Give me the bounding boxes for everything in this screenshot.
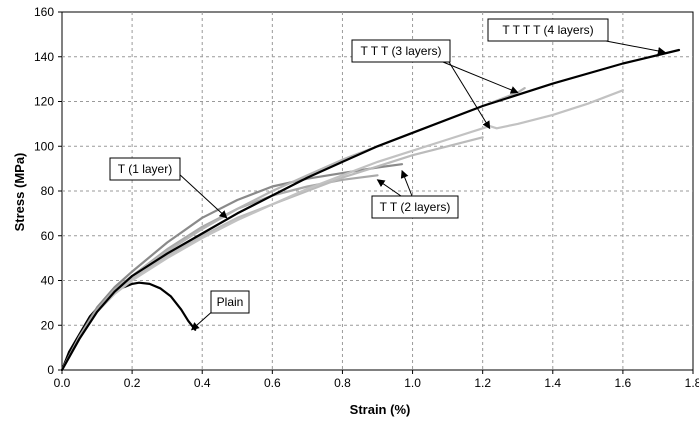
annotation-layer: T T T T (4 layers) T T T (3 layers) T (1 l…: [109, 18, 666, 331]
y-tick-label: 120: [34, 95, 54, 109]
y-tick-label: 100: [34, 139, 54, 153]
y-tick-label: 80: [41, 184, 55, 198]
y-tick-label: 140: [34, 50, 54, 64]
annotation-label-plain: Plain: [217, 295, 244, 309]
series-line-t-1-layer: [60, 163, 404, 372]
y-tick-label: 60: [41, 229, 55, 243]
series-line-plain: [60, 281, 197, 372]
annotation-arrow-t-t-t-t-4-layers: [605, 40, 666, 55]
series-layer: [60, 48, 681, 372]
series-line-t-t-t-t-4-layers: [60, 48, 681, 372]
annotation-arrow-t-1-layer: [177, 172, 228, 219]
annotation-box-t-t-t-t-4-layers: [487, 18, 609, 42]
y-axis-title: Stress (MPa): [12, 153, 27, 232]
annotation-arrow-t-t-2-layers: [400, 169, 413, 197]
annotation-label-t-t-2-layers: T T (2 layers): [380, 200, 451, 214]
annotation-label-t-t-t-3-layers: T T T (3 layers): [361, 44, 442, 58]
x-tick-label: 1.0: [404, 376, 421, 390]
x-tick-labels: 0.0 0.2 0.4 0.6 0.8 1.0 1.2 1.4 1.6 1.8: [54, 376, 699, 390]
annotation-box-plain: [210, 290, 250, 314]
y-tick-label: 40: [41, 274, 55, 288]
annotation-label-t-t-t-t-4-layers: T T T T (4 layers): [502, 23, 593, 37]
annotation-box-t-t-t-3-layers: [351, 39, 451, 63]
annotation-arrow-t-t-t-3-layers: [442, 61, 519, 94]
x-tick-label: 1.8: [685, 376, 699, 390]
annotation-label-t-1-layer: T (1 layer): [118, 162, 172, 176]
x-tick-label: 1.4: [544, 376, 561, 390]
x-axis-title: Strain (%): [350, 402, 411, 417]
annotation-box-t-t-2-layers: [371, 195, 459, 219]
x-tick-label: 0.0: [54, 376, 71, 390]
y-tick-label: 160: [34, 5, 54, 19]
annotation-box-t-1-layer: [109, 157, 181, 181]
annotation-arrow-t-t-2-layers: [376, 179, 402, 197]
x-tick-label: 0.2: [124, 376, 141, 390]
plot-area: [61, 11, 694, 371]
x-tick-label: 1.2: [474, 376, 491, 390]
y-tick-label: 0: [47, 363, 54, 377]
y-tick-label: 20: [41, 318, 55, 332]
x-tick-label: 0.4: [194, 376, 211, 390]
grid-lines: [58, 11, 694, 374]
x-tick-label: 1.6: [615, 376, 632, 390]
x-tick-label: 0.8: [334, 376, 351, 390]
series-line-t-t-t-3-layers: [60, 89, 625, 372]
plot-frame: [61, 11, 694, 371]
annotation-arrow-t-t-t-3-layers: [448, 61, 491, 130]
x-tick-label: 0.6: [264, 376, 281, 390]
y-tick-labels: 0 20 40 60 80 100 120 140 160: [34, 5, 54, 377]
